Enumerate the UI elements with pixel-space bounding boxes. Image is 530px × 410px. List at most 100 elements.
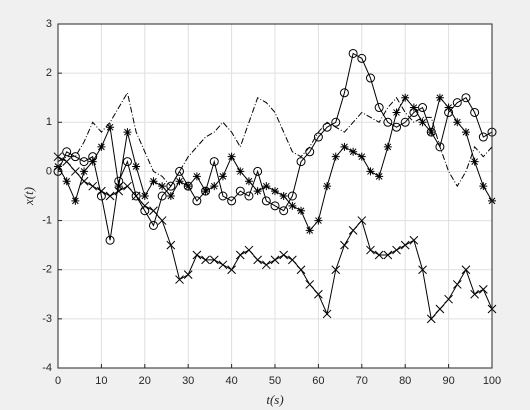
marker	[131, 191, 141, 201]
marker	[435, 142, 445, 152]
x-axis-label: t(s)	[266, 392, 283, 407]
x-tick-label: 60	[312, 375, 324, 387]
x-tick-label: 70	[356, 375, 368, 387]
marker	[210, 182, 219, 191]
marker	[132, 162, 141, 171]
marker	[470, 107, 480, 117]
marker	[331, 265, 341, 275]
marker	[235, 250, 245, 260]
marker	[288, 255, 297, 265]
marker	[383, 117, 393, 127]
marker	[374, 103, 384, 113]
marker	[114, 182, 123, 191]
marker	[192, 250, 202, 260]
marker	[157, 216, 167, 225]
marker	[158, 182, 167, 191]
marker	[123, 128, 132, 137]
marker	[366, 245, 375, 255]
marker	[366, 167, 375, 176]
y-tick-label: 3	[46, 18, 52, 30]
marker	[418, 265, 427, 275]
marker	[401, 93, 410, 102]
y-tick-label: -4	[42, 362, 52, 374]
marker	[374, 250, 384, 260]
marker	[296, 157, 306, 167]
marker	[149, 206, 158, 216]
marker	[253, 187, 262, 196]
marker	[175, 166, 185, 176]
marker	[157, 191, 167, 201]
marker	[348, 226, 358, 235]
y-tick-label: -2	[42, 264, 52, 276]
marker	[62, 157, 72, 166]
marker	[461, 93, 471, 103]
marker	[279, 192, 288, 200]
marker	[461, 265, 471, 275]
marker	[166, 192, 175, 200]
marker	[461, 128, 470, 137]
marker	[114, 186, 124, 196]
marker	[97, 186, 106, 196]
marker	[409, 103, 418, 112]
marker	[279, 250, 289, 260]
marker	[79, 176, 89, 186]
marker	[435, 304, 445, 314]
marker	[427, 128, 436, 137]
marker	[357, 152, 366, 161]
marker	[470, 157, 479, 166]
marker	[392, 108, 401, 117]
marker	[340, 142, 349, 151]
marker	[270, 201, 280, 211]
marker	[71, 196, 80, 205]
marker	[140, 201, 150, 211]
marker	[140, 206, 150, 216]
marker	[149, 177, 158, 186]
marker	[218, 191, 228, 201]
marker	[288, 201, 297, 210]
marker	[106, 123, 115, 132]
marker	[140, 192, 149, 200]
marker	[305, 226, 314, 235]
marker	[175, 275, 184, 284]
marker	[453, 118, 462, 127]
marker	[227, 265, 236, 275]
marker	[166, 240, 176, 250]
marker	[478, 285, 488, 294]
marker	[88, 157, 97, 166]
axes-box	[57, 23, 493, 369]
marker	[184, 182, 193, 191]
marker	[340, 240, 349, 250]
marker	[375, 172, 384, 181]
marker	[123, 181, 132, 191]
x-tick-label: 0	[55, 375, 61, 387]
marker	[322, 122, 332, 132]
marker	[183, 270, 193, 279]
marker	[287, 191, 297, 201]
y-axis-label: x(t)	[21, 187, 36, 206]
marker	[88, 181, 98, 191]
marker	[418, 118, 427, 127]
marker	[331, 152, 340, 161]
marker	[244, 245, 254, 255]
marker	[122, 157, 132, 167]
marker	[322, 309, 332, 319]
marker	[296, 265, 306, 275]
marker	[244, 191, 254, 201]
marker	[470, 289, 479, 299]
marker	[331, 117, 341, 127]
series-line	[57, 52, 493, 241]
marker	[348, 48, 358, 58]
marker	[192, 172, 201, 181]
marker	[261, 260, 271, 270]
marker	[192, 196, 202, 206]
marker	[71, 167, 80, 176]
marker	[444, 103, 453, 112]
marker	[478, 132, 488, 142]
x-tick-label: 90	[442, 375, 454, 387]
marker	[62, 177, 71, 186]
marker	[271, 187, 279, 196]
marker	[383, 250, 393, 260]
marker	[349, 147, 358, 156]
marker	[201, 187, 210, 196]
